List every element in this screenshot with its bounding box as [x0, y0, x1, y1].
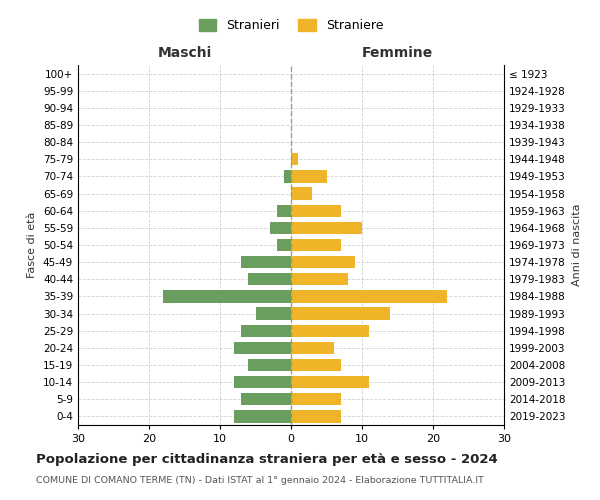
Bar — [291, 188, 313, 200]
Bar — [241, 393, 291, 406]
Bar — [256, 308, 291, 320]
Bar — [234, 410, 291, 422]
Bar — [284, 170, 291, 182]
Bar — [270, 222, 291, 234]
Bar — [291, 222, 362, 234]
Bar — [291, 153, 298, 166]
Bar — [248, 273, 291, 285]
Bar — [291, 308, 391, 320]
Bar — [291, 204, 341, 217]
Text: Femmine: Femmine — [362, 46, 433, 60]
Bar — [234, 342, 291, 354]
Bar — [277, 239, 291, 251]
Bar — [234, 376, 291, 388]
Bar — [291, 410, 341, 422]
Bar — [291, 256, 355, 268]
Legend: Stranieri, Straniere: Stranieri, Straniere — [194, 14, 388, 37]
Bar — [291, 376, 369, 388]
Text: Maschi: Maschi — [157, 46, 212, 60]
Bar — [241, 256, 291, 268]
Bar — [291, 393, 341, 406]
Bar — [248, 359, 291, 371]
Bar — [291, 359, 341, 371]
Bar — [291, 170, 326, 182]
Bar — [163, 290, 291, 302]
Text: COMUNE DI COMANO TERME (TN) - Dati ISTAT al 1° gennaio 2024 - Elaborazione TUTTI: COMUNE DI COMANO TERME (TN) - Dati ISTAT… — [36, 476, 484, 485]
Bar — [291, 290, 447, 302]
Text: Popolazione per cittadinanza straniera per età e sesso - 2024: Popolazione per cittadinanza straniera p… — [36, 452, 498, 466]
Bar — [291, 239, 341, 251]
Bar — [291, 342, 334, 354]
Bar — [241, 324, 291, 337]
Bar — [291, 273, 348, 285]
Y-axis label: Anni di nascita: Anni di nascita — [572, 204, 582, 286]
Bar — [277, 204, 291, 217]
Bar — [291, 324, 369, 337]
Y-axis label: Fasce di età: Fasce di età — [28, 212, 37, 278]
